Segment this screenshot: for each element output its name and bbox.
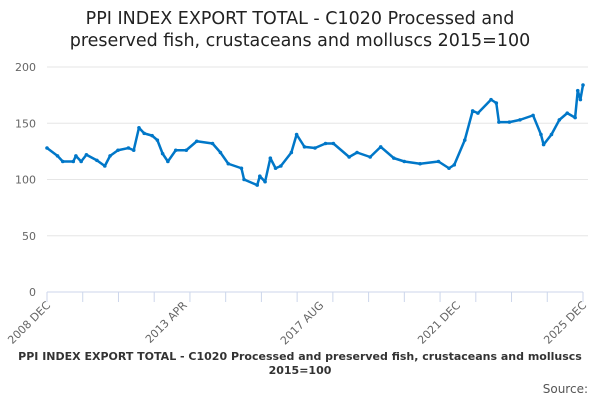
data-point <box>279 164 283 168</box>
data-point <box>194 139 199 144</box>
chart-title-line1: PPI INDEX EXPORT TOTAL - C1020 Processed… <box>85 9 515 29</box>
data-point <box>239 166 244 171</box>
data-point <box>518 118 522 122</box>
data-point <box>573 115 577 120</box>
source-label: Source: <box>542 382 588 396</box>
data-point <box>392 156 396 160</box>
series-line <box>46 84 585 187</box>
data-point <box>289 150 294 155</box>
chart-title-line2: preserved fish, crustaceans and molluscs… <box>69 31 531 51</box>
data-point <box>539 132 543 137</box>
data-point <box>210 141 215 146</box>
data-point <box>294 132 299 137</box>
data-point <box>507 120 512 124</box>
data-point <box>166 159 170 164</box>
data-point <box>137 125 141 130</box>
y-tick-label: 150 <box>15 117 36 130</box>
chart-title: PPI INDEX EXPORT TOTAL - C1020 Processed… <box>0 8 600 52</box>
data-point <box>268 156 273 160</box>
data-point <box>575 88 580 93</box>
data-point <box>126 146 131 150</box>
data-point <box>470 109 475 113</box>
data-point <box>418 161 422 166</box>
data-point <box>155 138 160 142</box>
data-point <box>302 145 307 149</box>
data-point <box>45 146 49 150</box>
data-point <box>378 145 383 149</box>
data-point <box>255 183 259 187</box>
data-point <box>331 141 336 146</box>
x-tick-label: 2013 APR <box>143 299 190 346</box>
data-point <box>476 111 480 115</box>
data-point <box>447 166 451 171</box>
data-point <box>218 150 223 155</box>
y-tick-label: 100 <box>15 174 36 187</box>
data-point <box>173 148 178 153</box>
data-point <box>108 154 112 158</box>
x-tick-label: 2017 AUG <box>278 299 327 348</box>
data-point <box>436 159 441 164</box>
data-point <box>226 161 231 166</box>
data-point <box>462 138 467 142</box>
data-point <box>84 152 89 157</box>
y-tick-label: 200 <box>15 61 36 74</box>
data-point <box>116 148 120 153</box>
data-point <box>131 148 136 153</box>
data-point <box>95 158 99 163</box>
data-point <box>160 151 165 156</box>
legend-series-label[interactable]: PPI INDEX EXPORT TOTAL - C1020 Processed… <box>18 350 582 377</box>
data-point <box>79 159 83 164</box>
data-point <box>581 83 585 87</box>
data-point <box>549 132 554 137</box>
data-point <box>541 142 546 147</box>
data-point <box>452 163 457 167</box>
data-point <box>402 159 407 164</box>
data-point <box>313 146 317 150</box>
x-tick-label: 2025 DEC <box>541 299 589 347</box>
data-point <box>565 111 570 115</box>
data-point <box>578 97 583 102</box>
data-point <box>368 155 372 159</box>
data-point <box>494 101 499 105</box>
data-point <box>263 179 267 184</box>
data-point <box>103 164 107 168</box>
data-point <box>531 113 535 118</box>
data-point <box>273 166 278 171</box>
data-point <box>355 150 359 155</box>
data-point <box>323 141 328 146</box>
data-point <box>184 148 189 153</box>
data-point <box>258 174 262 178</box>
data-point <box>497 120 501 124</box>
data-point <box>242 177 246 182</box>
data-point <box>347 155 351 159</box>
y-tick-label: 0 <box>29 286 36 299</box>
x-tick-label: 2008 DEC <box>5 299 53 347</box>
data-point <box>71 159 76 164</box>
data-point <box>489 97 493 102</box>
data-point <box>55 154 60 158</box>
data-point <box>60 159 65 164</box>
data-point <box>142 131 147 136</box>
data-point <box>150 133 154 138</box>
data-point <box>74 154 78 158</box>
x-tick-label: 2021 DEC <box>415 299 463 347</box>
data-point <box>557 118 562 122</box>
y-tick-label: 50 <box>22 230 36 243</box>
